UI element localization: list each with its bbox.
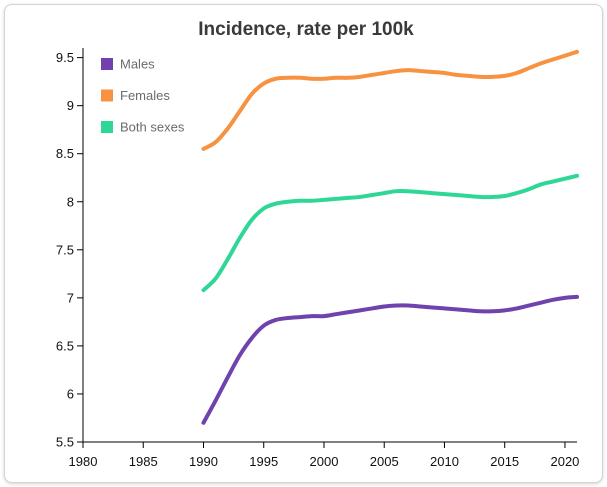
- y-tick-label: 7: [67, 290, 74, 305]
- x-tick-label: 1995: [249, 454, 278, 469]
- x-tick-label: 2010: [430, 454, 459, 469]
- series-line-males: [201, 294, 579, 425]
- series-line-both-sexes: [201, 173, 579, 293]
- chart-title: Incidence, rate per 100k: [198, 19, 414, 40]
- legend-label-females: Females: [120, 88, 170, 103]
- axes: 5.5 6 6.5 7 7.5 8 8.5 9 9.5 1980 1985 1990 1995 2000 2…: [56, 48, 579, 469]
- x-tick-label: 1985: [129, 454, 158, 469]
- legend: Males Females Both sexes: [91, 46, 194, 150]
- y-tick-label: 7.5: [56, 242, 74, 257]
- y-tick-label: 9: [67, 98, 74, 113]
- legend-swatch-males: [101, 58, 113, 70]
- series-line-females: [201, 49, 579, 151]
- y-tick-label: 9.5: [56, 50, 74, 65]
- x-tick-label: 2005: [370, 454, 399, 469]
- x-tick-label: 1980: [69, 454, 98, 469]
- y-tick-label: 8: [67, 194, 74, 209]
- legend-swatch-females: [101, 89, 113, 102]
- legend-swatch-both-sexes: [101, 121, 113, 133]
- y-tick-label: 5.5: [56, 435, 74, 450]
- y-tick-label: 8.5: [56, 146, 74, 161]
- series-lines: [201, 49, 579, 425]
- y-tick-label: 6.5: [56, 338, 74, 353]
- legend-label-both-sexes: Both sexes: [120, 120, 185, 135]
- x-tick-label: 1990: [189, 454, 218, 469]
- x-tick-label: 2020: [550, 454, 579, 469]
- x-tick-label: 2015: [490, 454, 519, 469]
- y-tick-label: 6: [67, 386, 74, 401]
- x-tick-label: 2000: [310, 454, 339, 469]
- legend-label-males: Males: [120, 57, 155, 72]
- legend-box: [91, 46, 194, 150]
